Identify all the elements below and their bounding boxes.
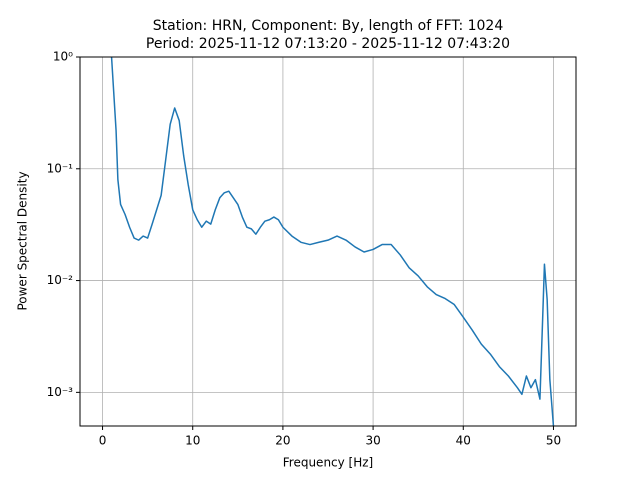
chart-title: Station: HRN, Component: By, length of F… <box>153 18 504 34</box>
x-tick-label: 0 <box>99 434 107 448</box>
y-tick-label: 10⁰ <box>53 50 73 64</box>
y-tick-label: 10⁻² <box>47 273 74 287</box>
y-tick-label: 10⁻¹ <box>47 161 74 175</box>
x-tick-label: 20 <box>275 434 290 448</box>
x-tick-label: 50 <box>546 434 561 448</box>
x-tick-label: 30 <box>365 434 380 448</box>
data-line <box>110 57 555 426</box>
plot-area <box>110 57 555 426</box>
axes-frame <box>79 56 577 427</box>
y-tick-label: 10⁻³ <box>47 385 74 399</box>
x-tick-label: 40 <box>456 434 471 448</box>
x-axis-label: Frequency [Hz] <box>283 456 374 470</box>
x-tick-label: 10 <box>185 434 200 448</box>
ticks: 0 10 20 30 40 50 10⁰ 10⁻¹ 10⁻² 10⁻³ <box>47 50 562 448</box>
y-axis-label: Power Spectral Density <box>16 171 30 310</box>
chart-subtitle: Period: 2025-11-12 07:13:20 - 2025-11-12… <box>146 36 510 52</box>
